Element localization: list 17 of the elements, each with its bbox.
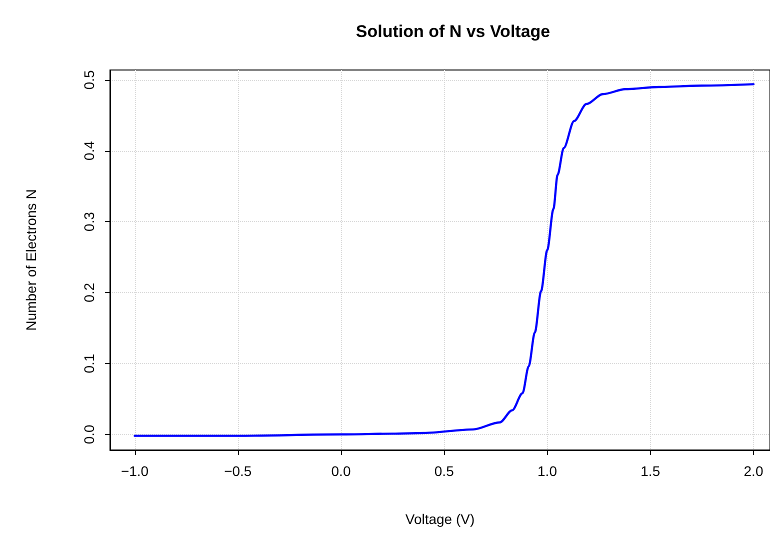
line-series (134, 83, 755, 437)
x-axis-title: Voltage (V) (405, 511, 475, 527)
y-tick-label: 0.2 (81, 282, 97, 302)
chart-title: Solution of N vs Voltage (356, 22, 550, 41)
y-tick-label: 0.0 (81, 424, 97, 444)
y-tick-label: 0.5 (81, 70, 97, 90)
y-tick-label: 0.1 (81, 354, 97, 374)
x-tick-label: −0.5 (224, 463, 252, 479)
y-axis-title: Number of Electrons N (23, 189, 39, 331)
x-tick-label: 0.5 (434, 463, 454, 479)
x-tick-label: −1.0 (120, 463, 149, 479)
y-tick-label: 0.4 (81, 140, 97, 161)
x-tick-label: 1.5 (640, 463, 660, 479)
x-tick-label: 2.0 (744, 463, 764, 479)
x-tick-label: 1.0 (538, 463, 558, 479)
x-tick-label: 0.0 (331, 463, 351, 479)
y-tick-label: 0.3 (81, 212, 97, 232)
